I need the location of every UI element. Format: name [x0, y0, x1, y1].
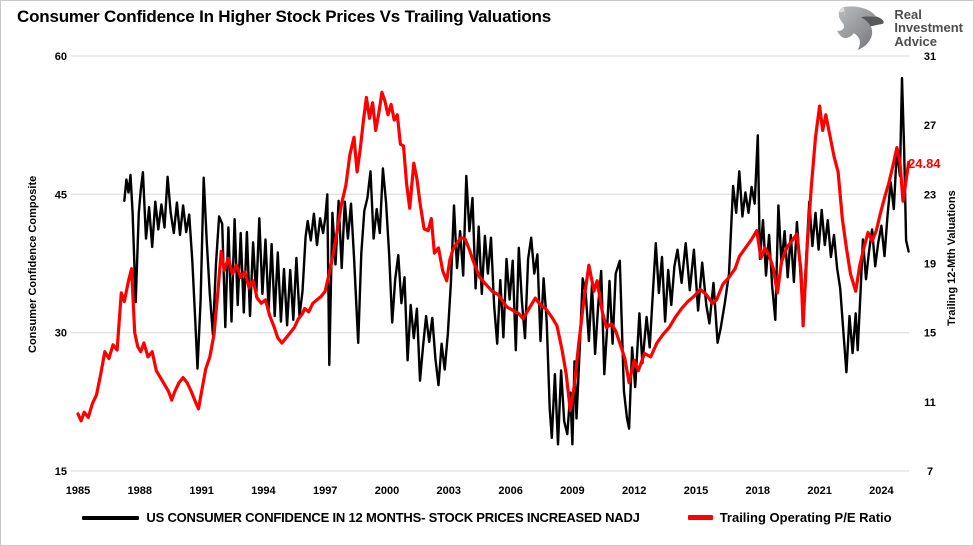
x-tick-label: 2009 [560, 485, 584, 497]
x-tick-label: 2000 [375, 485, 399, 497]
brand-logo-text: Real Investment Advice [894, 8, 963, 49]
right-axis-title: Trailing 12-Mth Valuations [946, 190, 958, 327]
y-right-tick-label: 11 [924, 397, 936, 409]
x-tick-label: 2018 [746, 485, 770, 497]
confidence-line-swatch [82, 515, 140, 520]
y-right-tick-label: 15 [924, 328, 936, 340]
y-left-tick-label: 45 [55, 189, 67, 201]
y-right-tick-label: 23 [924, 189, 936, 201]
x-tick-label: 2015 [684, 485, 708, 497]
x-tick-label: 1994 [251, 485, 276, 497]
pe-current-value-label: 24.84 [908, 156, 941, 171]
x-tick-label: 1985 [66, 485, 90, 497]
logo-line-2: Investment [894, 20, 963, 36]
legend-item-confidence: US CONSUMER CONFIDENCE IN 12 MONTHS- STO… [82, 510, 640, 525]
x-tick-label: 2012 [622, 485, 646, 497]
y-right-tick-label: 19 [924, 259, 936, 271]
x-tick-label: 2024 [869, 485, 894, 497]
legend-item-pe-ratio: Trailing Operating P/E Ratio [687, 510, 892, 525]
y-left-tick-label: 30 [55, 328, 67, 340]
eagle-icon [837, 5, 885, 51]
consumer-confidence-line [123, 76, 910, 446]
x-tick-label: 1997 [313, 485, 337, 497]
y-left-tick-label: 15 [55, 466, 67, 478]
pe-line-swatch [687, 515, 713, 520]
brand-logo: Real Investment Advice [834, 5, 963, 51]
x-tick-label: 1988 [128, 485, 152, 497]
x-tick-label: 2003 [437, 485, 461, 497]
left-axis-title: Consumer Confidence Composite [27, 175, 39, 353]
logo-line-1: Real [894, 6, 922, 22]
pe-ratio-line [76, 90, 911, 423]
x-tick-label: 2021 [807, 485, 831, 497]
y-left-tick-label: 60 [55, 51, 67, 63]
legend-label-confidence: US CONSUMER CONFIDENCE IN 12 MONTHS- STO… [146, 510, 640, 525]
legend-label-pe-ratio: Trailing Operating P/E Ratio [719, 510, 892, 525]
y-right-tick-label: 27 [924, 120, 936, 132]
chart-title: Consumer Confidence In Higher Stock Pric… [17, 7, 551, 26]
y-right-tick-label: 31 [924, 51, 936, 63]
y-right-tick-label: 7 [927, 466, 933, 478]
x-tick-label: 2006 [498, 485, 522, 497]
legend: US CONSUMER CONFIDENCE IN 12 MONTHS- STO… [1, 510, 973, 525]
x-tick-label: 1991 [189, 485, 213, 497]
logo-line-3: Advice [894, 33, 937, 49]
